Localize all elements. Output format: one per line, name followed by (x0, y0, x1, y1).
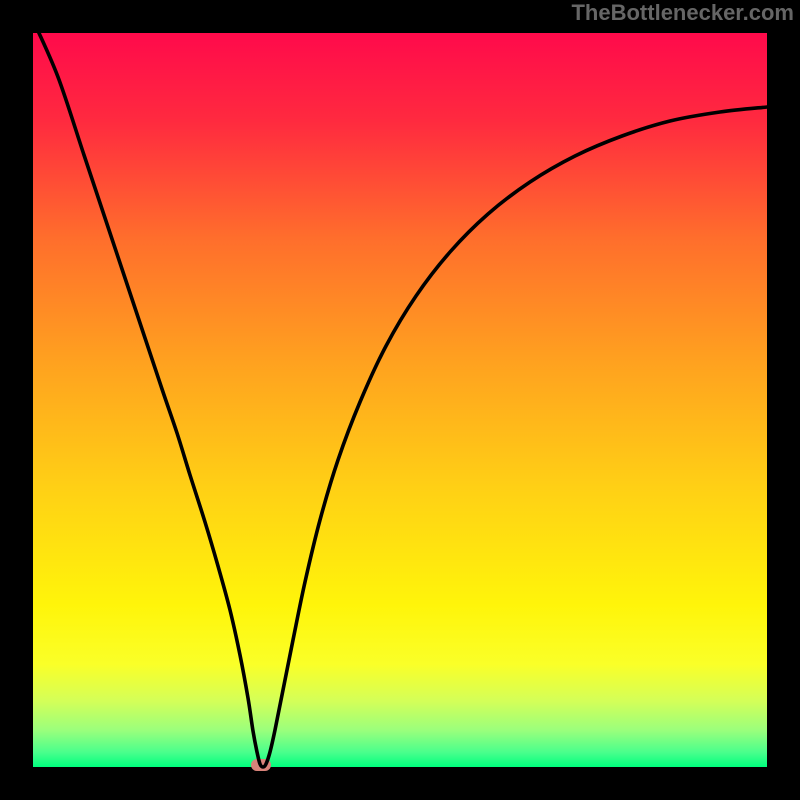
chart-container: TheBottlenecker.com (0, 0, 800, 800)
bottleneck-curve (33, 20, 767, 767)
curve-layer (0, 0, 800, 800)
